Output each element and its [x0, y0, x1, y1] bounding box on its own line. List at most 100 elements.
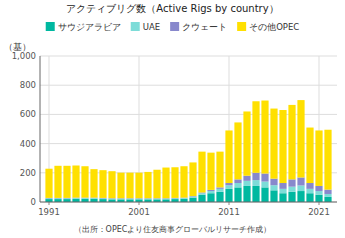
bar-segment — [306, 189, 313, 193]
bar-segment — [288, 179, 295, 186]
bars — [45, 100, 331, 202]
bar-segment — [252, 101, 259, 173]
grid — [40, 56, 337, 202]
legend-item: クウェート — [170, 22, 227, 32]
bar-segment — [198, 152, 205, 193]
bar-segment — [324, 130, 331, 190]
bar-segment — [234, 187, 241, 202]
chart: アクティブリグ数（Active Rigs by country）サウジアラビアU… — [0, 0, 345, 238]
y-axis-line — [40, 56, 41, 202]
bar-segment — [324, 194, 331, 197]
bar-segment — [243, 111, 250, 175]
bar-segment — [315, 195, 322, 202]
legend-label: その他OPEC — [249, 22, 299, 32]
legend-swatch — [131, 22, 140, 31]
bar-segment — [99, 198, 106, 200]
bar-segment — [180, 166, 187, 197]
legend-item: その他OPEC — [237, 22, 299, 32]
bar-segment — [198, 195, 205, 202]
y-tick-label: 600 — [20, 109, 36, 119]
bar-segment — [315, 130, 322, 185]
bar-segment — [216, 187, 223, 188]
bar-segment — [270, 179, 277, 186]
bar-segment — [189, 162, 196, 196]
y-grid-line — [40, 56, 337, 57]
bar-segment — [189, 198, 196, 202]
bar-segment — [72, 198, 79, 200]
bar-segment — [261, 182, 268, 188]
bar-segment — [324, 197, 331, 202]
bar-segment — [270, 190, 277, 202]
bar-segment — [45, 169, 52, 198]
bar-segment — [135, 198, 142, 200]
bar-segment — [144, 172, 151, 198]
bar-segment — [297, 100, 304, 177]
bar-segment — [207, 153, 214, 190]
bar-segment — [90, 169, 97, 197]
y-tick-label: 200 — [20, 168, 36, 178]
legend-label: UAE — [143, 22, 160, 32]
y-tick-label: 400 — [20, 139, 36, 149]
bar-segment — [63, 198, 70, 200]
bar-segment — [171, 167, 178, 198]
y-tick-label: 0 — [31, 197, 36, 207]
bar-segment — [45, 198, 52, 200]
bar-segment — [144, 198, 151, 200]
bar-segment — [153, 198, 160, 200]
bar-segment — [270, 185, 277, 190]
bar-segment — [279, 183, 286, 189]
x-tick-label: 1991 — [38, 207, 60, 217]
bar-segment — [261, 187, 268, 202]
bar-segment — [117, 198, 124, 200]
bar-segment — [108, 198, 115, 200]
bar-segment — [90, 198, 97, 200]
source-note: （出所：OPECより住友商事グローバルリサーチ作成） — [74, 225, 272, 234]
bar-segment — [297, 191, 304, 202]
bar-segment — [189, 196, 196, 197]
bar-segment — [117, 173, 124, 199]
bar-segment — [225, 189, 232, 202]
bar-segment — [243, 186, 250, 202]
x-tick-label: 2021 — [308, 207, 330, 217]
y-grid-line — [40, 85, 337, 86]
bar-segment — [153, 170, 160, 198]
legend-swatch — [170, 22, 179, 31]
bar-segment — [288, 105, 295, 179]
bar-segment — [54, 198, 61, 200]
bar-segment — [81, 198, 88, 200]
bar-segment — [243, 176, 250, 181]
bar-segment — [324, 190, 331, 194]
bar-segment — [297, 177, 304, 185]
x-tick-label: 2011 — [218, 207, 240, 217]
bar-segment — [261, 174, 268, 182]
bar-segment — [207, 191, 214, 193]
bar-segment — [162, 198, 169, 200]
bar-segment — [225, 183, 232, 185]
x-axis-line — [40, 202, 337, 203]
bar-segment — [198, 193, 205, 194]
x-tick-label: 2001 — [128, 207, 150, 217]
bar-segment — [306, 183, 313, 189]
bar-segment — [54, 166, 61, 198]
bar-segment — [171, 198, 178, 200]
legend-label: サウジアラビア — [58, 22, 121, 32]
bar-segment — [216, 192, 223, 202]
bar-segment — [207, 193, 214, 202]
bar-segment — [306, 193, 313, 202]
bar-segment — [315, 191, 322, 195]
y-grid-line — [40, 202, 337, 203]
bar-segment — [108, 171, 115, 198]
bar-segment — [252, 173, 259, 180]
bar-segment — [315, 186, 322, 191]
bar-segment — [234, 179, 241, 183]
y-tick-label: 800 — [20, 80, 36, 90]
bar-segment — [216, 189, 223, 192]
y-tick-label: 1,000 — [12, 51, 36, 61]
bar-segment — [279, 193, 286, 202]
bar-segment — [63, 166, 70, 198]
bar-segment — [162, 168, 169, 199]
bar-segment — [234, 122, 241, 179]
bar-segment — [252, 180, 259, 186]
bar-segment — [243, 181, 250, 186]
bar-segment — [225, 130, 232, 183]
